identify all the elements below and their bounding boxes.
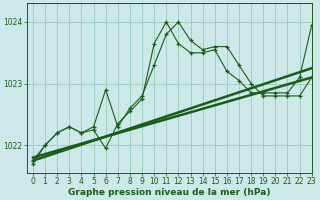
X-axis label: Graphe pression niveau de la mer (hPa): Graphe pression niveau de la mer (hPa) [68, 188, 270, 197]
